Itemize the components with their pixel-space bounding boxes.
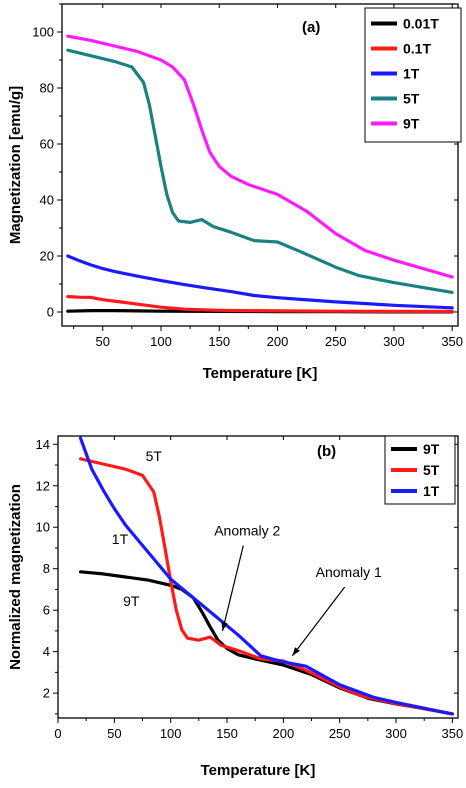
x-axis-label: Temperature [K]	[201, 762, 316, 779]
series-group	[78, 436, 454, 716]
annotation-label: 9T	[123, 593, 140, 609]
series-line-9t	[66, 34, 454, 279]
x-tick-label: 0	[54, 726, 61, 741]
y-tick-label: 80	[40, 81, 54, 96]
y-tick-label: 20	[40, 249, 54, 264]
y-tick-label: 14	[36, 437, 50, 452]
y-tick-label: 10	[36, 520, 50, 535]
series-line-5t	[78, 457, 454, 716]
x-tick-label: 150	[216, 726, 238, 741]
x-tick-label: 350	[442, 726, 464, 741]
annotation-arrow-head	[221, 621, 228, 631]
series-line-5t	[66, 48, 454, 294]
x-tick-label: 150	[208, 334, 230, 349]
legend-label-0.1t: 0.1T	[403, 41, 431, 57]
x-tick-label: 250	[329, 726, 351, 741]
y-axis-label: Normalized magnetization	[7, 484, 24, 670]
x-tick-label: 200	[267, 334, 289, 349]
y-tick-label: 8	[43, 561, 50, 576]
x-tick-label: 300	[383, 334, 405, 349]
annotation-label: Anomaly 1	[316, 564, 382, 580]
x-tick-label: 50	[107, 726, 121, 741]
annotation-arrow-shaft	[221, 545, 244, 632]
legend-label-9t: 9T	[403, 116, 420, 132]
x-tick-label: 300	[385, 726, 407, 741]
legend-label-1t: 1T	[403, 66, 420, 82]
legend-label-0.01t: 0.01T	[403, 16, 439, 32]
panel-label: (a)	[302, 19, 320, 36]
y-tick-label: 0	[47, 305, 54, 320]
legend-label-5t: 5T	[403, 91, 420, 107]
y-axis-label: Magnetization [emu/g]	[7, 86, 24, 244]
annotation-arrow-head	[292, 647, 300, 656]
y-tick-label: 12	[36, 478, 50, 493]
y-tick-label: 40	[40, 193, 54, 208]
legend-label-1t: 1T	[423, 483, 440, 499]
series-group	[66, 34, 454, 314]
x-tick-label: 100	[150, 334, 172, 349]
series-line-1t	[66, 254, 454, 310]
plot-frame	[57, 435, 459, 719]
series-line-0.1t	[66, 295, 454, 313]
y-tick-label: 6	[43, 603, 50, 618]
panel-a-magnetization-vs-temperature: 50 100 150 200 250 300 350 0 20 40 60 80 100 Temperat…	[7, 3, 463, 382]
plot-frame	[61, 3, 459, 327]
legend-label-9t: 9T	[423, 441, 440, 457]
annotation-label: 1T	[112, 531, 129, 547]
y-tick-label: 60	[40, 137, 54, 152]
x-tick-label: 50	[96, 334, 110, 349]
panel-label: (b)	[317, 443, 336, 460]
y-tick-label: 100	[32, 25, 54, 40]
x-tick-label: 200	[273, 726, 295, 741]
annotation-label: Anomaly 2	[214, 523, 280, 539]
x-tick-label: 250	[325, 334, 347, 349]
x-tick-label: 350	[441, 334, 463, 349]
annotation-label: 5T	[146, 448, 163, 464]
annotation-arrow-shaft	[291, 586, 346, 657]
legend-label-5t: 5T	[423, 462, 440, 478]
series-line-1t	[78, 436, 454, 716]
x-tick-label: 100	[160, 726, 182, 741]
x-axis-label: Temperature [K]	[203, 365, 318, 382]
y-tick-label: 4	[43, 644, 50, 659]
y-tick-label: 2	[43, 686, 50, 701]
panel-b-normalized-magnetization-vs-temperature: 0 50 100 150 200 250 300 350 2 4 6 8 10 12 14 Temperatu…	[7, 435, 464, 779]
